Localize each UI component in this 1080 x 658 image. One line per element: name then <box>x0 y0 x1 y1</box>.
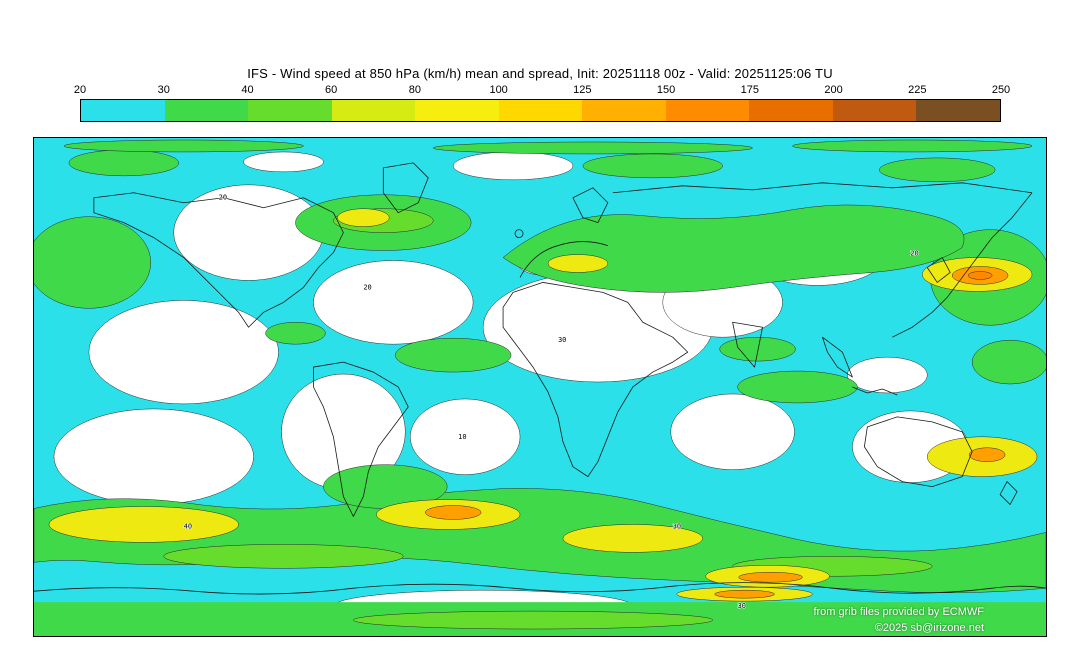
colorbar-tick: 125 <box>573 84 592 96</box>
wind-map: 20 20 30 30 40 20 10 30 from grib files … <box>33 137 1047 637</box>
contour-label: 40 <box>184 522 192 530</box>
colorbar-tick: 150 <box>656 84 676 96</box>
colorbar-ticks: 20 30 40 60 80 100 125 150 175 200 225 2… <box>74 84 1010 97</box>
wind-fill-regions-orange <box>424 266 1009 599</box>
colorbar-segment <box>665 100 750 121</box>
colorbar-segment <box>916 100 1001 121</box>
contour-label: 20 <box>219 194 227 202</box>
colorbar-segment <box>749 100 833 121</box>
colorbar-tick: 30 <box>157 84 170 96</box>
contour-label: 30 <box>738 602 746 610</box>
colorbar-segment <box>498 100 583 121</box>
colorbar-segment <box>164 100 249 121</box>
data-credit: from grib files provided by ECMWF <box>813 606 984 618</box>
copyright-text: ©2025 sb@irizone.net <box>874 622 984 634</box>
page-title: IFS - Wind speed at 850 hPa (km/h) mean … <box>247 66 833 81</box>
colorbar-tick: 200 <box>824 84 843 96</box>
colorbar-segment <box>415 100 499 121</box>
contour-label: 30 <box>558 336 566 344</box>
coastlines-layer <box>34 162 1046 595</box>
contour-label: 30 <box>673 522 681 530</box>
wind-map-canvas: 20 20 30 30 40 20 10 30 <box>34 138 1046 636</box>
colorbar-tick: 20 <box>73 84 87 96</box>
colorbar-tick: 225 <box>908 84 927 96</box>
colorbar-tick: 80 <box>408 84 422 96</box>
colorbar-segment <box>832 100 917 121</box>
colorbar-tick: 40 <box>241 84 254 96</box>
colorbar-segment <box>248 100 332 121</box>
contour-label: 20 <box>363 283 371 291</box>
colorbar-tick: 175 <box>740 84 759 96</box>
colorbar-segment <box>582 100 666 121</box>
colorbar-tick: 250 <box>991 84 1011 96</box>
colorbar-segment <box>81 100 165 121</box>
contour-label: 10 <box>458 433 466 441</box>
colorbar: 20 30 40 60 80 100 125 150 175 200 225 2… <box>74 84 1010 122</box>
colorbar-tick: 100 <box>489 84 508 96</box>
colorbar-tick: 60 <box>325 84 338 96</box>
contour-labels-layer: 20 20 30 30 40 20 10 30 <box>183 193 919 610</box>
contour-label: 20 <box>910 250 918 258</box>
colorbar-segments <box>80 99 1001 122</box>
colorbar-segment <box>331 100 416 121</box>
